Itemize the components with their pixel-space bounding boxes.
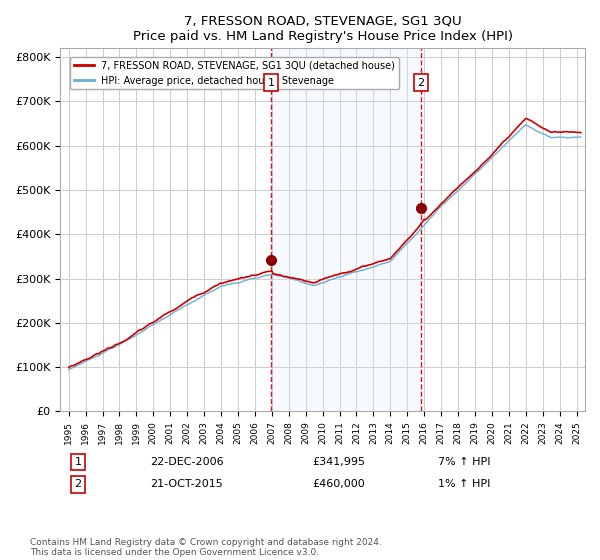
Text: Contains HM Land Registry data © Crown copyright and database right 2024.
This d: Contains HM Land Registry data © Crown c… xyxy=(30,538,382,557)
Text: 2: 2 xyxy=(417,78,424,88)
Legend: 7, FRESSON ROAD, STEVENAGE, SG1 3QU (detached house), HPI: Average price, detach: 7, FRESSON ROAD, STEVENAGE, SG1 3QU (det… xyxy=(70,57,399,90)
Text: 2: 2 xyxy=(74,479,82,489)
Text: £341,995: £341,995 xyxy=(312,457,365,467)
Text: 21-OCT-2015: 21-OCT-2015 xyxy=(150,479,223,489)
Text: 7% ↑ HPI: 7% ↑ HPI xyxy=(438,457,491,467)
Text: 1: 1 xyxy=(268,78,275,88)
Text: 22-DEC-2006: 22-DEC-2006 xyxy=(150,457,224,467)
Text: 1: 1 xyxy=(74,457,82,467)
Text: 1% ↑ HPI: 1% ↑ HPI xyxy=(438,479,490,489)
Title: 7, FRESSON ROAD, STEVENAGE, SG1 3QU
Price paid vs. HM Land Registry's House Pric: 7, FRESSON ROAD, STEVENAGE, SG1 3QU Pric… xyxy=(133,15,512,43)
Text: £460,000: £460,000 xyxy=(312,479,365,489)
Bar xyxy=(271,48,421,412)
